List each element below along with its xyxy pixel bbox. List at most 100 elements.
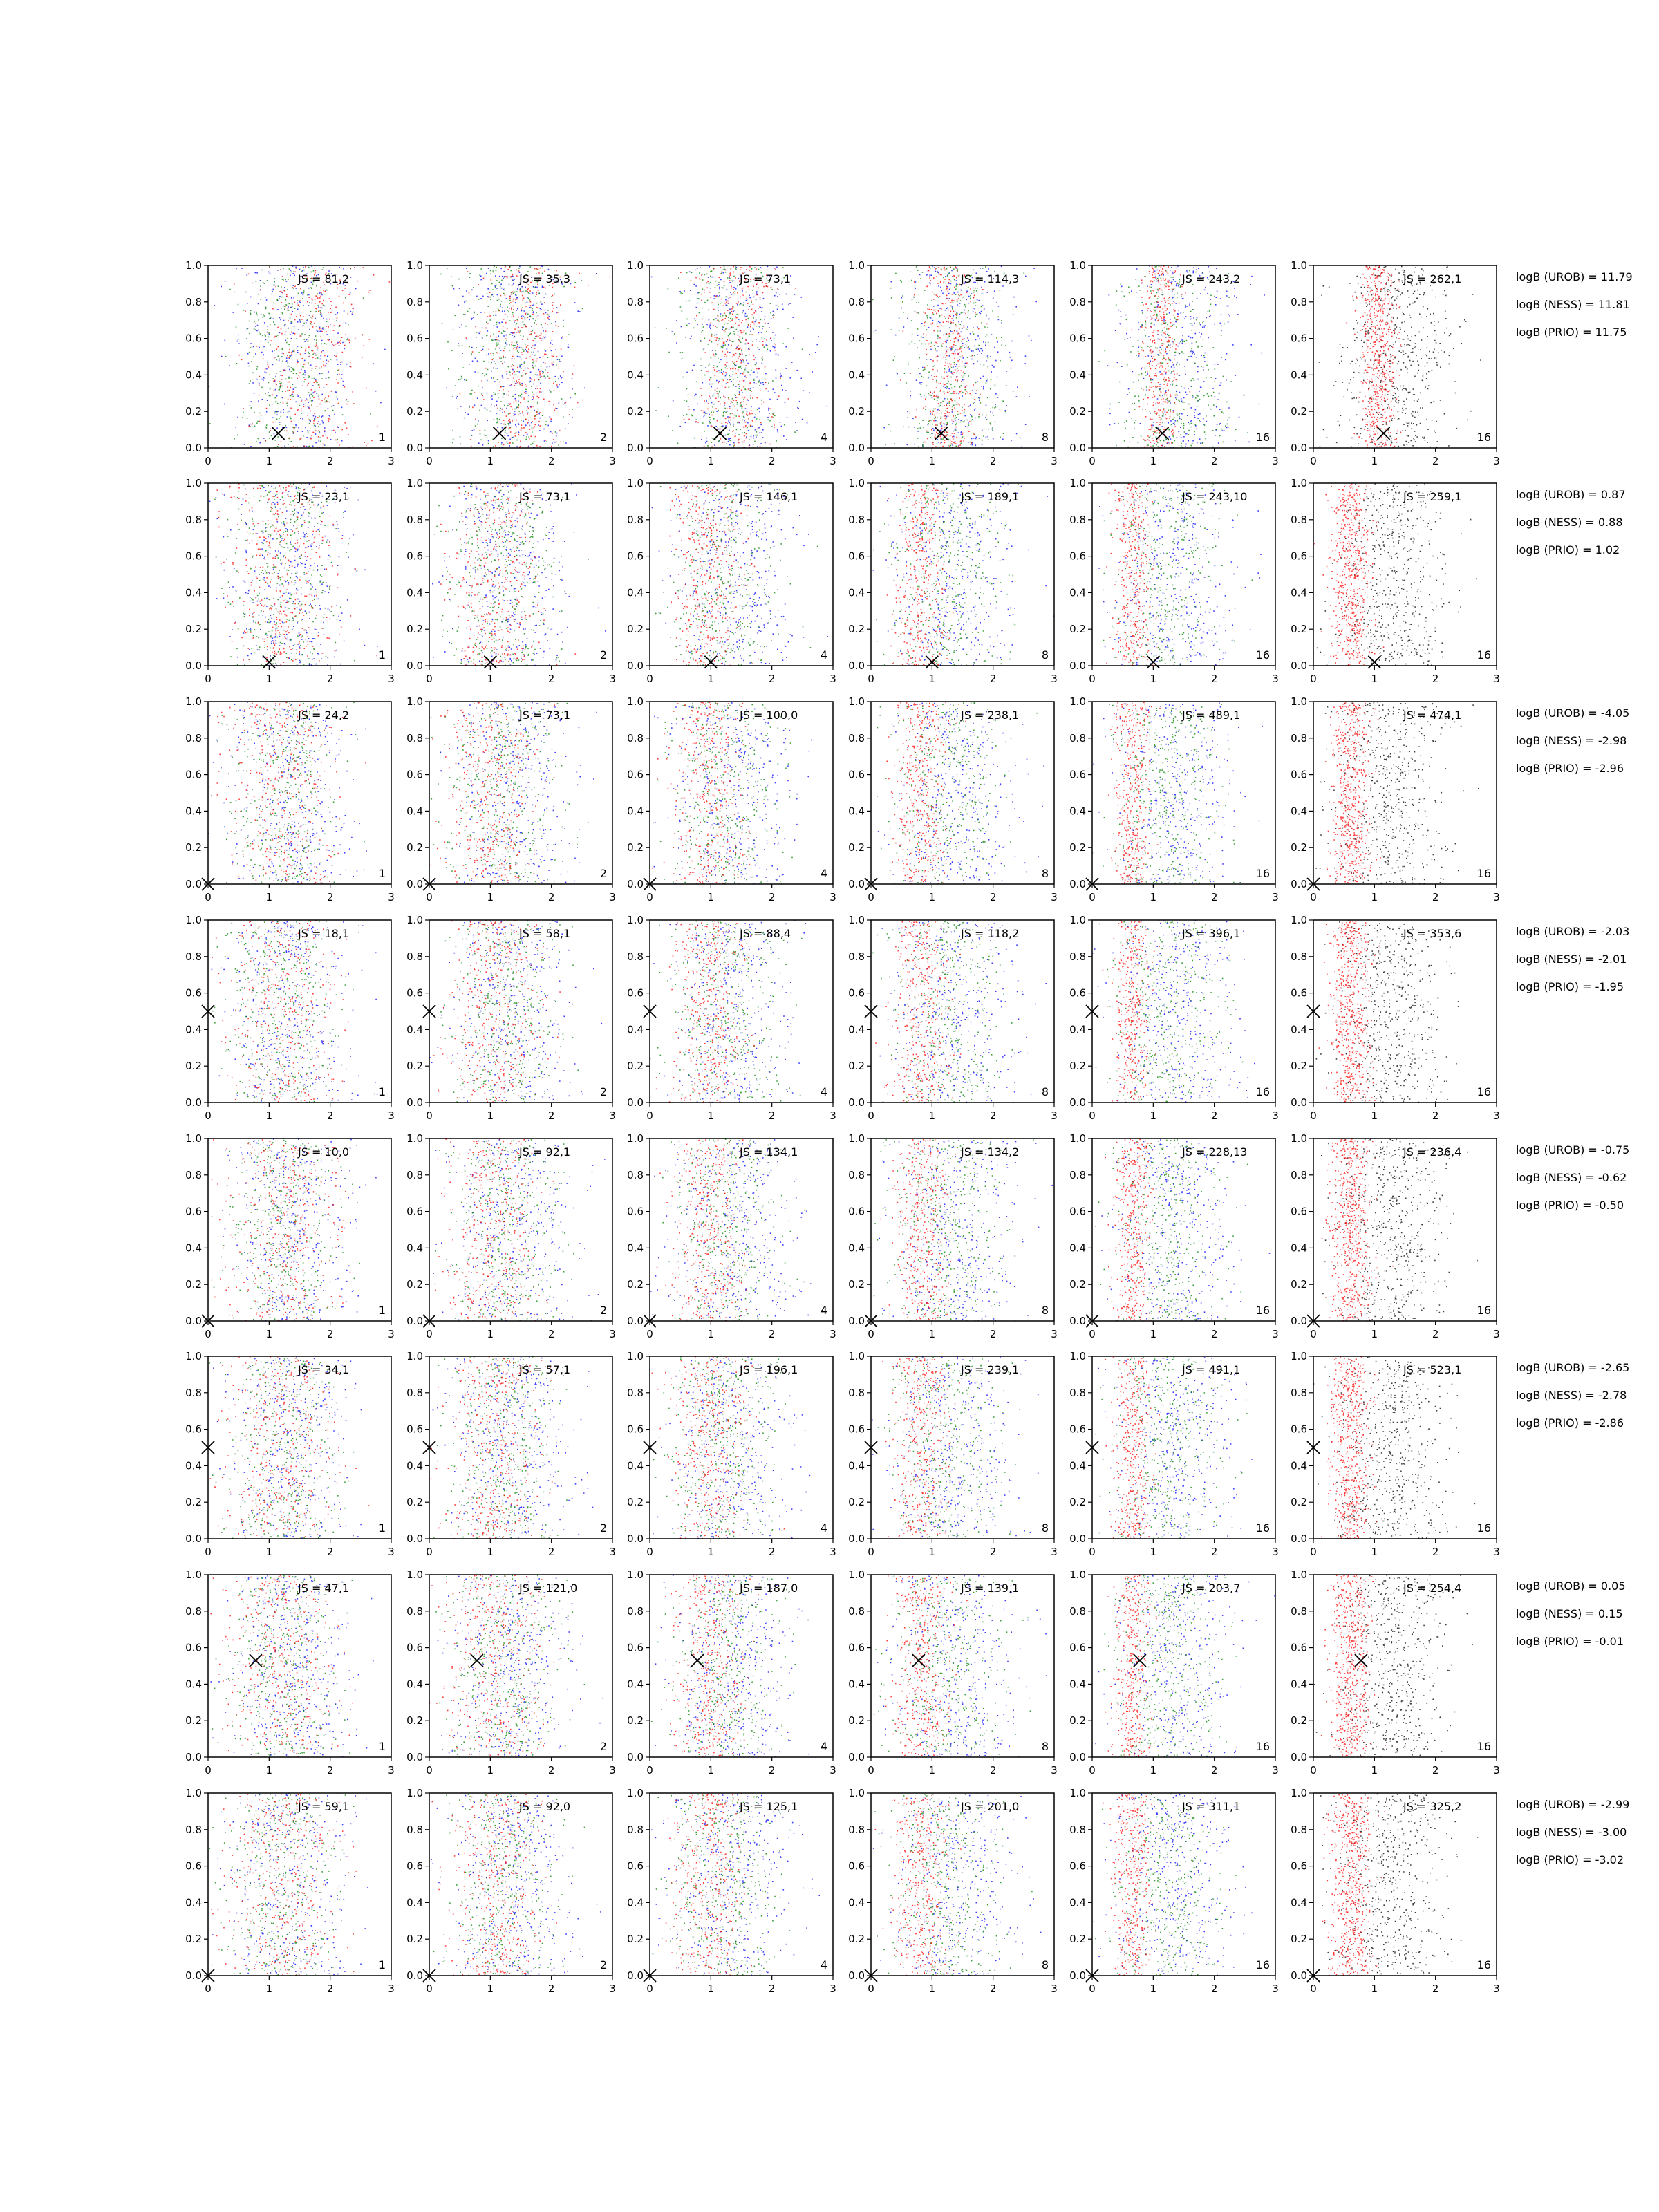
- x-tick-label: 3: [1272, 1764, 1279, 1777]
- js-label: JS = 238,1: [960, 709, 1019, 722]
- y-tick-label: 0.4: [185, 1023, 202, 1035]
- column-number-label: 2: [600, 1958, 607, 1971]
- scatter-series-series_a: [217, 483, 378, 666]
- logb-label: logB (NESS) = 0.88: [1516, 516, 1623, 529]
- axes-frame: [1092, 920, 1275, 1103]
- y-tick-label: 0.0: [1291, 442, 1307, 454]
- js-label: JS = 236,4: [1403, 1145, 1461, 1159]
- scatter-series-series_a: [1322, 1138, 1394, 1321]
- y-tick-label: 0.4: [1069, 586, 1086, 599]
- column-number-label: 8: [1042, 431, 1049, 444]
- js-label: JS = 201,0: [960, 1800, 1019, 1813]
- x-tick-label: 3: [609, 1764, 616, 1777]
- scatter-points: [185, 702, 367, 885]
- x-tick-label: 3: [1051, 1764, 1058, 1777]
- y-tick-label: 0.2: [406, 1496, 423, 1508]
- x-tick-label: 2: [769, 1764, 776, 1777]
- x-tick-label: 0: [646, 1546, 653, 1558]
- y-tick-label: 0.0: [627, 659, 644, 672]
- logb-label: logB (UROB) = -0.75: [1516, 1143, 1629, 1156]
- y-tick-label: 0.6: [627, 550, 644, 563]
- y-tick-label: 0.0: [1291, 1751, 1307, 1763]
- scatter-points: [845, 920, 1047, 1104]
- y-tick-label: 1.0: [1069, 1787, 1086, 1799]
- x-tick-label: 2: [990, 1546, 997, 1558]
- scatter-series-series_c: [865, 702, 1038, 885]
- column-number-label: 16: [1477, 867, 1491, 880]
- x-tick-label: 0: [205, 1328, 212, 1340]
- scatter-series-series_b: [418, 483, 606, 666]
- axes-frame: [208, 1793, 391, 1976]
- scatter-series-series_b: [189, 1793, 368, 1976]
- js-label: JS = 203,7: [1181, 1582, 1240, 1595]
- x-tick-label: 1: [266, 1764, 273, 1777]
- y-tick-label: 0.6: [185, 987, 202, 1000]
- y-tick-label: 0.6: [1291, 1642, 1307, 1654]
- scatter-series-series_a: [642, 1793, 752, 1976]
- y-tick-label: 0.2: [406, 405, 423, 418]
- scatter-series-series_d: [1306, 702, 1479, 885]
- subplot: 0.00.20.40.60.81.00 1 2 3JS = 325,216: [1291, 1787, 1500, 1995]
- js-label: JS = 34,1: [297, 1363, 349, 1376]
- y-tick-label: 0.4: [1069, 1678, 1086, 1690]
- y-tick-label: 1.0: [627, 259, 644, 272]
- js-label: JS = 92,0: [518, 1800, 570, 1813]
- y-tick-label: 0.6: [1291, 1423, 1307, 1436]
- scatter-points: [440, 265, 617, 449]
- x-tick-label: 1: [929, 1546, 936, 1558]
- y-tick-label: 0.0: [406, 1969, 423, 1982]
- subplot: 0.00.20.40.60.81.00 1 2 3JS = 73,14: [627, 259, 836, 467]
- y-tick-label: 0.6: [406, 1423, 423, 1436]
- y-tick-label: 1.0: [848, 1787, 865, 1799]
- js-label: JS = 134,2: [960, 1145, 1019, 1159]
- scatter-points: [645, 920, 806, 1103]
- subplot: 0.00.20.40.60.81.00 1 2 3JS = 81,21: [185, 259, 395, 467]
- y-tick-label: 0.6: [406, 550, 423, 563]
- y-tick-label: 0.2: [627, 1060, 644, 1072]
- x-tick-label: 0: [426, 1764, 433, 1777]
- x-tick-label: 0: [205, 673, 212, 685]
- x-tick-label: 1: [929, 673, 936, 685]
- y-tick-label: 1.0: [627, 1568, 644, 1581]
- x-tick-label: 1: [1150, 1328, 1157, 1340]
- y-tick-label: 0.8: [1291, 732, 1307, 744]
- y-tick-label: 1.0: [1291, 1132, 1307, 1145]
- x-tick-label: 3: [609, 1109, 616, 1122]
- x-tick-label: 2: [548, 673, 555, 685]
- y-tick-label: 0.0: [406, 1096, 423, 1109]
- y-tick-label: 0.8: [406, 1387, 423, 1399]
- y-tick-label: 0.2: [1069, 1060, 1086, 1072]
- axes-frame: [650, 265, 833, 448]
- x-tick-label: 1: [1371, 1546, 1378, 1558]
- y-tick-label: 0.0: [1069, 1751, 1086, 1763]
- x-tick-label: 0: [426, 455, 433, 467]
- x-tick-label: 0: [205, 455, 212, 467]
- axes-frame: [871, 1356, 1054, 1539]
- axes-frame: [1092, 1138, 1275, 1321]
- subplot: 0.00.20.40.60.81.00 1 2 3JS = 474,116: [1291, 695, 1500, 903]
- subplot: 0.00.20.40.60.81.00 1 2 3JS = 23,11: [185, 477, 395, 685]
- axes-frame: [1313, 1138, 1497, 1321]
- logb-label: logB (UROB) = -2.65: [1516, 1361, 1629, 1374]
- x-tick-label: 2: [327, 891, 334, 903]
- scatter-series-series_a: [880, 1138, 956, 1322]
- scatter-points: [868, 1575, 1047, 1759]
- y-tick-label: 0.6: [185, 550, 202, 563]
- x-tick-label: 0: [646, 455, 653, 467]
- y-tick-label: 1.0: [627, 914, 644, 926]
- logb-label: logB (PRIO) = -0.01: [1516, 1635, 1624, 1648]
- js-label: JS = 24,2: [297, 709, 349, 722]
- scatter-series-series_a: [1105, 1575, 1162, 1758]
- js-label: JS = 262,1: [1403, 272, 1461, 285]
- y-tick-label: 0.0: [1291, 1096, 1307, 1109]
- scatter-series-series_a: [1347, 265, 1402, 449]
- js-label: JS = 121,0: [518, 1582, 577, 1595]
- scatter-series-series_b: [222, 1138, 376, 1321]
- x-tick-label: 0: [1310, 1764, 1317, 1777]
- y-tick-label: 0.6: [1069, 332, 1086, 345]
- scatter-series-series_c: [637, 1794, 791, 1976]
- axes-frame: [429, 702, 612, 884]
- y-tick-label: 0.8: [1069, 950, 1086, 963]
- scatter-series-series_b: [651, 266, 827, 449]
- y-tick-label: 0.6: [406, 987, 423, 1000]
